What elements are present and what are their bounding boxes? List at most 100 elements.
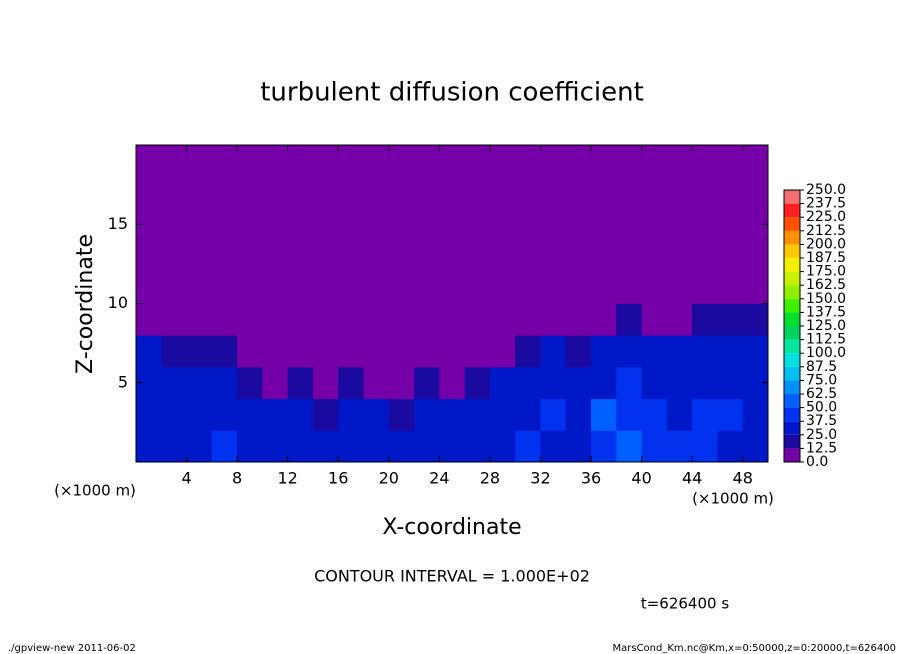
cell [388,430,415,463]
x-unit: (×1000 m) [692,490,774,508]
cell [388,366,415,400]
cell [742,430,769,463]
colorbar-label: 37.5 [806,413,837,429]
cell [666,366,693,400]
cell [388,335,415,368]
cell [439,366,466,400]
cell [287,145,314,178]
cell [692,366,718,400]
cell [237,145,263,178]
cell [489,208,516,241]
cell [338,208,365,241]
cell [363,366,390,400]
cell [666,145,693,178]
cell [161,430,188,463]
cell [338,145,365,178]
colorbar-label: 75.0 [806,372,837,388]
cell [211,271,238,304]
cell [414,271,440,304]
cell [363,398,390,431]
contour-interval: CONTOUR INTERVAL = 1.000E+02 [314,567,590,586]
cell [136,240,162,273]
cell [616,335,643,368]
cell [388,208,415,241]
cell [641,271,668,304]
colorbar-label: 175.0 [806,264,846,280]
cell [591,208,617,241]
cell [287,335,314,368]
cell [439,271,466,304]
x-axis-label: X-coordinate [382,515,521,540]
cell [565,398,592,431]
cell [717,240,744,273]
cell [565,176,592,209]
cell [414,303,440,336]
colorbar-band [784,339,800,354]
cell [161,240,188,273]
cell [489,366,516,400]
cell [692,398,718,431]
x-tick-label: 24 [429,469,449,488]
x-tick-label: 48 [733,469,753,488]
cell [388,176,415,209]
cell [591,366,617,400]
cell [312,145,339,178]
cell [338,176,365,209]
cell [540,271,567,304]
cell [641,240,668,273]
cell [312,271,339,304]
cell [414,145,440,178]
cell [464,303,491,336]
cell [515,208,541,241]
cell [692,430,718,463]
colorbar-band [784,258,800,272]
cell [692,208,718,241]
footer-right: MarsCond_Km.nc@Km,x=0:50000,z=0:20000,t=… [613,643,897,654]
cell [515,430,541,463]
cell [312,303,339,336]
x-tick-label: 32 [530,469,550,488]
cell [464,145,491,178]
cell [616,303,643,336]
cell [287,366,314,400]
cell [717,208,744,241]
y-unit: (×1000 m) [54,482,136,500]
cell [666,335,693,368]
cell [363,145,390,178]
cell [363,240,390,273]
colorbar-label: 112.5 [806,332,846,348]
cell [439,240,466,273]
cell [136,271,162,304]
cell [489,430,516,463]
cell [414,208,440,241]
cell [717,398,744,431]
cell [464,366,491,400]
cell [237,303,263,336]
cell [287,303,314,336]
colorbar-band [784,285,800,299]
cell [464,271,491,304]
y-tick-label: 5 [118,372,128,391]
cell [641,176,668,209]
x-tick-label: 20 [379,469,399,488]
cell [338,430,365,463]
cell [591,240,617,273]
cell [262,430,289,463]
cell [641,335,668,368]
cell [616,430,643,463]
cell [414,398,440,431]
cell [464,398,491,431]
cell [717,145,744,178]
colorbar-label: 62.5 [806,386,837,402]
cell [717,430,744,463]
colorbar-label: 150.0 [806,291,846,307]
colorbar-label: 12.5 [806,440,837,456]
cell [540,145,567,178]
cell [312,208,339,241]
cell [161,335,188,368]
cell [540,398,567,431]
colorbar-band [784,326,800,340]
cell [742,303,769,336]
colorbar-band [784,353,800,367]
